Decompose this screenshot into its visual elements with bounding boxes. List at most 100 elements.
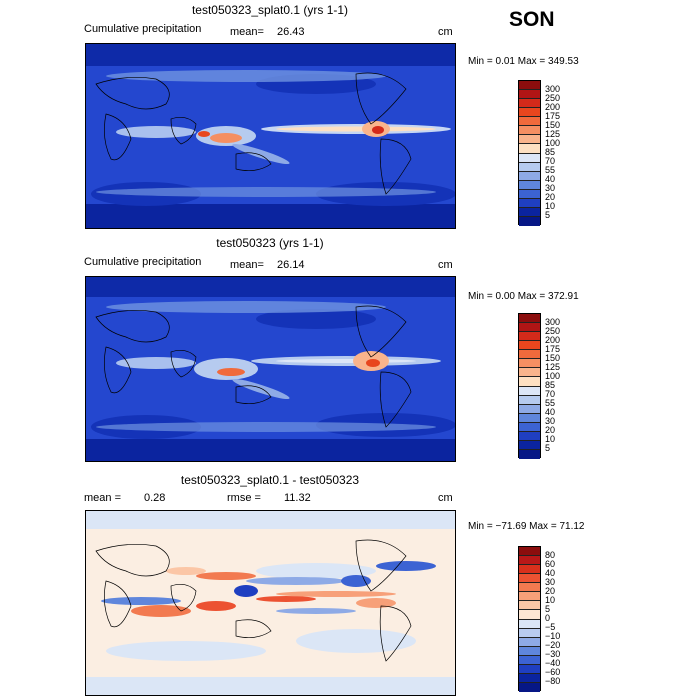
colorbar-tick-label: 40 [545, 567, 556, 578]
colorbar-tick-label: 200 [545, 334, 561, 345]
colorbar-tick-label: 250 [545, 325, 561, 336]
colorbar-tick-label: 175 [545, 110, 561, 121]
colorbar-swatch [519, 117, 540, 127]
colorbar-swatch [519, 171, 540, 181]
panel3-rmse-value: 11.32 [284, 492, 311, 504]
colorbar-swatch [519, 637, 540, 647]
colorbar-swatch [519, 108, 540, 118]
colorbar-swatch [519, 386, 540, 396]
colorbar-tick-label: 150 [545, 119, 561, 130]
colorbar-tick-label: 300 [545, 83, 561, 94]
colorbar-tick-label: 30 [545, 416, 556, 427]
colorbar-swatch [519, 377, 540, 387]
colorbar-tick-label: 20 [545, 192, 556, 203]
colorbar-tick-label: 125 [545, 361, 561, 372]
panel3-mean-label: mean = [84, 492, 121, 504]
panel1-variable-label: Cumulative precipitation [84, 23, 202, 35]
colorbar-tick-label: 55 [545, 165, 556, 176]
colorbar-swatch [519, 583, 540, 593]
colorbar-tick-label: 10 [545, 594, 556, 605]
colorbar-tick-label: −30 [545, 649, 561, 660]
colorbar-swatch [519, 359, 540, 369]
panel1-mean-label: mean= [230, 26, 264, 38]
colorbar-swatch [519, 341, 540, 351]
colorbar-tick-label: 40 [545, 407, 556, 418]
colorbar-tick-label: 20 [545, 585, 556, 596]
panel1-mean-value: 26.43 [277, 26, 305, 38]
panel2-title: test050323 (yrs 1-1) [216, 236, 324, 250]
colorbar-swatch [519, 395, 540, 405]
colorbar-swatch [519, 592, 540, 602]
colorbar-swatch [519, 368, 540, 378]
colorbar-swatch [519, 422, 540, 432]
colorbar-swatch [519, 99, 540, 109]
colorbar-tick-label: 175 [545, 343, 561, 354]
colorbar-tick-label: −5 [545, 622, 556, 633]
colorbar-swatch [519, 404, 540, 414]
colorbar-tick-label: −60 [545, 667, 561, 678]
panel2-minmax: Min = 0.00 Max = 372.91 [468, 291, 579, 302]
colorbar-tick-label: 30 [545, 183, 556, 194]
colorbar-swatch [519, 601, 540, 611]
panel1-map [85, 43, 456, 229]
colorbar-tick-label: 5 [545, 210, 551, 221]
colorbar-swatch [519, 619, 540, 629]
panel2-variable-label: Cumulative precipitation [84, 256, 202, 268]
panel3-colorbar [518, 546, 541, 692]
panel3-map [85, 510, 456, 696]
colorbar-swatch [519, 144, 540, 154]
colorbar-swatch [519, 126, 540, 136]
colorbar-tick-label: 5 [545, 443, 551, 454]
colorbar-tick-label: 70 [545, 389, 556, 400]
panel3-title: test050323_splat0.1 - test050323 [180, 473, 360, 487]
colorbar-tick-label: 0 [545, 613, 551, 623]
colorbar-swatch [519, 440, 540, 450]
colorbar-swatch [519, 90, 540, 100]
colorbar-swatch [519, 682, 540, 692]
colorbar-swatch [519, 646, 540, 656]
panel2-map [85, 276, 456, 462]
colorbar-swatch [519, 574, 540, 584]
colorbar-swatch [519, 664, 540, 674]
colorbar-tick-label: 250 [545, 92, 561, 103]
colorbar-swatch [519, 135, 540, 145]
colorbar-tick-label: 85 [545, 147, 556, 157]
colorbar-swatch [519, 198, 540, 208]
colorbar-swatch [519, 556, 540, 566]
colorbar-tick-label: 30 [545, 576, 556, 587]
colorbar-tick-label: 200 [545, 101, 561, 112]
colorbar-swatch [519, 323, 540, 333]
colorbar-swatch [519, 610, 540, 620]
colorbar-tick-label: 10 [545, 201, 556, 212]
panel3-mean-value: 0.28 [144, 492, 166, 504]
colorbar-tick-label: 300 [545, 316, 561, 327]
colorbar-tick-label: 85 [545, 380, 556, 390]
panel3-minmax: Min = −71.69 Max = 71.12 [468, 521, 585, 532]
colorbar-tick-label: 100 [545, 370, 561, 381]
colorbar-tick-label: 55 [545, 398, 556, 409]
season-label: SON [509, 8, 555, 31]
colorbar-tick-label: 60 [545, 558, 556, 569]
colorbar-tick-label: −20 [545, 640, 561, 651]
colorbar-tick-label: 20 [545, 425, 556, 436]
colorbar-tick-label: 10 [545, 434, 556, 445]
colorbar-tick-label: 125 [545, 128, 561, 139]
colorbar-swatch [519, 547, 540, 557]
panel2-mean-label: mean= [230, 259, 264, 271]
colorbar-swatch [519, 189, 540, 199]
colorbar-swatch [519, 350, 540, 360]
colorbar-tick-label: 100 [545, 137, 561, 148]
colorbar-swatch [519, 162, 540, 172]
panel2-colorbar [518, 313, 541, 459]
colorbar-swatch [519, 81, 540, 91]
colorbar-swatch [519, 332, 540, 342]
colorbar-swatch [519, 655, 540, 665]
colorbar-swatch [519, 314, 540, 324]
colorbar-tick-label: 150 [545, 352, 561, 363]
panel1-minmax: Min = 0.01 Max = 349.53 [468, 56, 579, 67]
colorbar-swatch [519, 180, 540, 190]
colorbar-tick-label: 5 [545, 603, 551, 614]
colorbar-swatch [519, 413, 540, 423]
colorbar-tick-label: −40 [545, 658, 561, 669]
colorbar-tick-label: 40 [545, 174, 556, 185]
